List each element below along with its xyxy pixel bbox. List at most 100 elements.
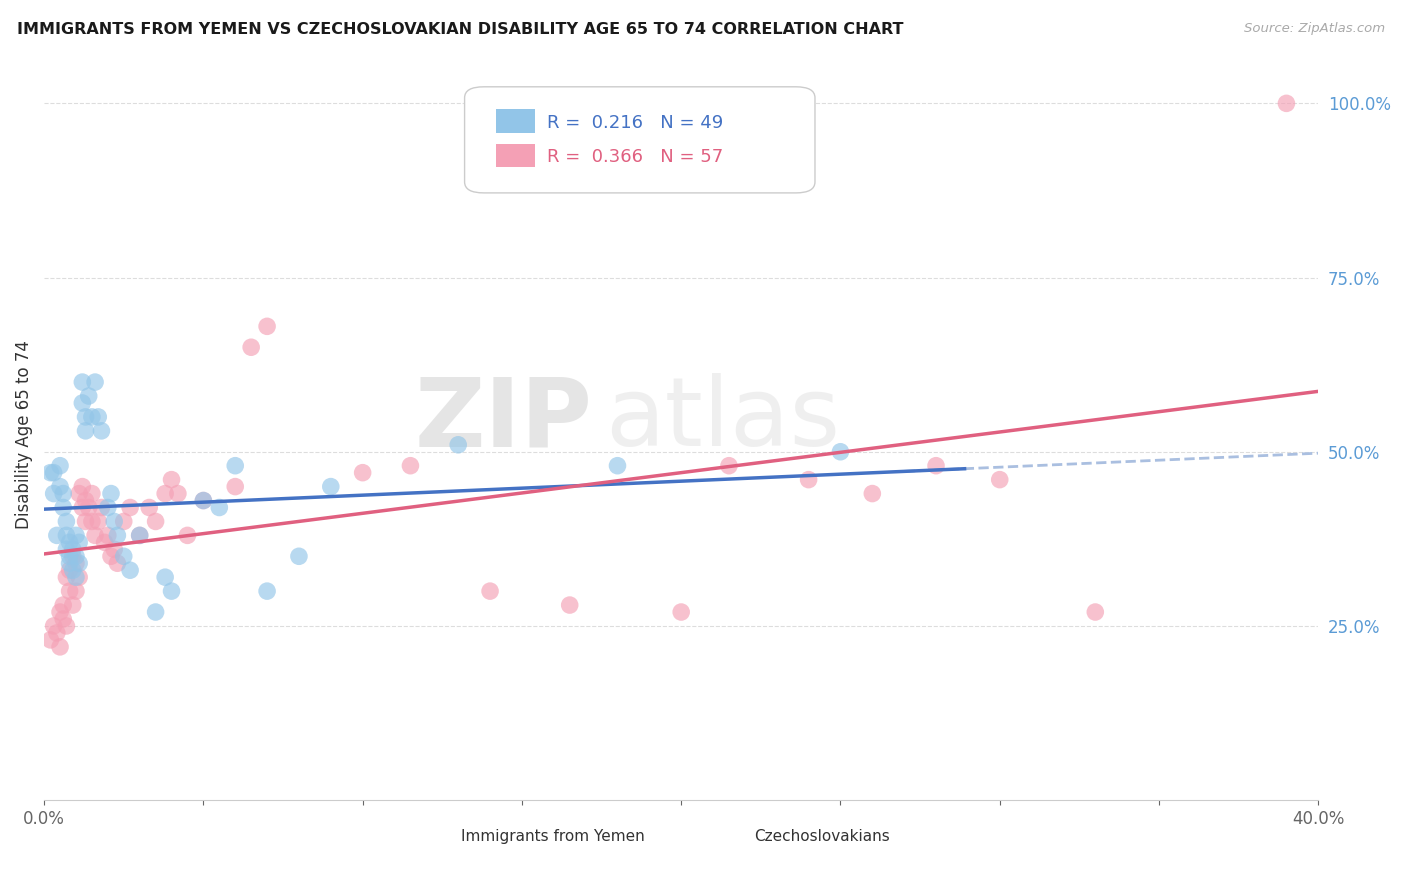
Point [45,626,67,640]
Point [105,556,128,570]
Text: Czechoslovakians: Czechoslovakians [754,829,890,844]
Point [87,409,110,424]
Text: atlas: atlas [605,373,839,467]
Point [55,515,77,529]
Bar [426,831,454,847]
Point [42,466,65,480]
Point [925,458,948,473]
Point [120,500,142,515]
Point [103,515,125,529]
Point [65,556,87,570]
Point [860,486,883,500]
Point [256,319,278,334]
Point [717,458,740,473]
Point [669,605,692,619]
Point [52,598,75,612]
Point [75,424,97,438]
Point [65,528,87,542]
Point [1275,96,1298,111]
Point [77,389,100,403]
Point [145,515,167,529]
Point [62,563,84,577]
Point [49,458,72,473]
Point [606,458,628,473]
Point [42,619,65,633]
Point [138,500,160,515]
Point [97,500,120,515]
Point [558,598,581,612]
Text: Immigrants from Yemen: Immigrants from Yemen [461,829,644,844]
Point [128,528,150,542]
Point [67,535,90,549]
Point [58,535,80,549]
Point [52,612,75,626]
Point [67,486,90,500]
Point [145,605,167,619]
Point [62,549,84,564]
Bar [496,110,534,133]
Point [62,598,84,612]
Point [58,584,80,599]
Point [65,584,87,599]
Point [208,500,231,515]
Point [65,570,87,584]
Point [97,528,120,542]
Point [65,549,87,564]
Point [72,375,94,389]
Point [288,549,311,564]
Point [319,480,342,494]
Point [1084,605,1107,619]
Point [399,458,422,473]
Point [112,515,135,529]
Point [93,535,115,549]
Point [75,493,97,508]
Point [160,584,183,599]
Point [988,473,1011,487]
Point [55,528,77,542]
Point [153,486,176,500]
Text: R =  0.216   N = 49: R = 0.216 N = 49 [547,114,724,132]
Point [80,486,103,500]
Point [55,570,77,584]
Bar [496,144,534,168]
FancyBboxPatch shape [464,87,815,193]
Text: R =  0.366   N = 57: R = 0.366 N = 57 [547,147,724,166]
Point [224,480,246,494]
Point [75,409,97,424]
Point [72,480,94,494]
Point [830,444,852,458]
Point [105,528,128,542]
Point [112,549,135,564]
Point [256,584,278,599]
Point [153,570,176,584]
Point [797,473,820,487]
Point [45,528,67,542]
Point [80,409,103,424]
Point [240,340,263,354]
Point [128,528,150,542]
Point [84,528,107,542]
Point [75,515,97,529]
Point [55,542,77,557]
Point [160,473,183,487]
Point [39,632,62,647]
Point [90,500,112,515]
Point [87,515,110,529]
Point [479,584,502,599]
Point [176,528,198,542]
Point [193,493,215,508]
Point [39,466,62,480]
Point [72,396,94,410]
Point [42,486,65,500]
Point [167,486,190,500]
Point [72,500,94,515]
Point [447,438,470,452]
Point [120,563,142,577]
Point [52,486,75,500]
Y-axis label: Disability Age 65 to 74: Disability Age 65 to 74 [15,340,32,529]
Point [77,500,100,515]
Point [103,542,125,557]
Point [58,556,80,570]
Point [90,424,112,438]
Point [49,640,72,654]
